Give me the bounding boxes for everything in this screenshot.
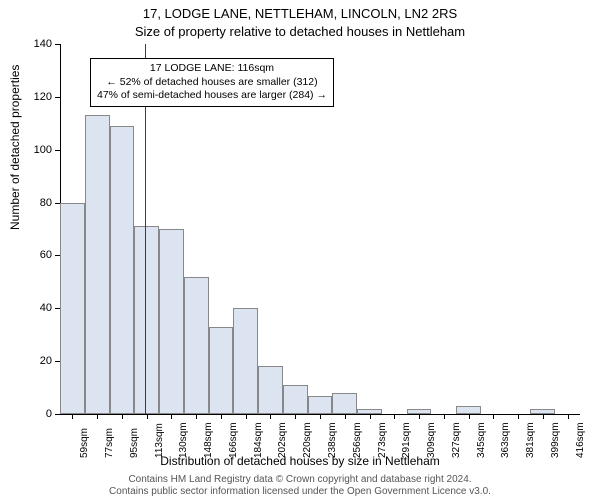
x-tick — [196, 414, 197, 419]
annotation-line: 17 LODGE LANE: 116sqm — [97, 62, 327, 76]
x-tick-label: 166sqm — [228, 422, 239, 458]
x-tick-label: 327sqm — [451, 422, 462, 458]
plot-area: 02040608010012014059sqm77sqm95sqm113sqm1… — [60, 44, 580, 414]
x-tick-label: 273sqm — [377, 422, 388, 458]
x-tick — [370, 414, 371, 419]
histogram-bar — [134, 226, 159, 414]
x-tick — [246, 414, 247, 419]
y-tick-label: 100 — [34, 144, 52, 156]
annotation-line: ← 52% of detached houses are smaller (31… — [97, 76, 327, 90]
histogram-bar — [456, 406, 481, 414]
histogram-bar — [184, 277, 209, 414]
histogram-bar — [85, 115, 110, 414]
x-tick — [345, 414, 346, 419]
footer-attribution: Contains HM Land Registry data © Crown c… — [0, 474, 600, 498]
x-axis-label: Distribution of detached houses by size … — [0, 454, 600, 468]
x-tick-label: 130sqm — [178, 422, 189, 458]
x-tick-label: 345sqm — [476, 422, 487, 458]
y-tick-label: 40 — [40, 302, 52, 314]
annotation-box: 17 LODGE LANE: 116sqm← 52% of detached h… — [90, 58, 334, 107]
x-tick-label: 202sqm — [277, 422, 288, 458]
x-tick — [97, 414, 98, 419]
histogram-bar — [110, 126, 135, 414]
x-tick — [493, 414, 494, 419]
chart-subtitle: Size of property relative to detached ho… — [0, 24, 600, 39]
x-tick-label: 256sqm — [352, 422, 363, 458]
x-tick — [72, 414, 73, 419]
y-axis-label: Number of detached properties — [8, 65, 22, 230]
histogram-bar — [233, 308, 258, 414]
chart-title: 17, LODGE LANE, NETTLEHAM, LINCOLN, LN2 … — [0, 6, 600, 21]
x-tick-label: 220sqm — [302, 422, 313, 458]
x-tick-label: 399sqm — [550, 422, 561, 458]
x-tick — [394, 414, 395, 419]
y-tick-label: 140 — [34, 38, 52, 50]
y-tick-label: 80 — [40, 197, 52, 209]
x-tick-label: 238sqm — [327, 422, 338, 458]
histogram-bar — [258, 366, 283, 414]
x-tick-label: 381sqm — [525, 422, 536, 458]
chart-container: 17, LODGE LANE, NETTLEHAM, LINCOLN, LN2 … — [0, 0, 600, 500]
y-tick — [55, 150, 60, 151]
x-tick — [147, 414, 148, 419]
x-tick — [469, 414, 470, 419]
x-tick — [444, 414, 445, 419]
y-tick-label: 60 — [40, 249, 52, 261]
x-tick — [221, 414, 222, 419]
y-tick — [55, 97, 60, 98]
x-tick-label: 113sqm — [154, 423, 165, 458]
x-tick-label: 148sqm — [203, 422, 214, 458]
footer-line: Contains public sector information licen… — [0, 486, 600, 498]
y-tick — [55, 414, 60, 415]
histogram-bar — [159, 229, 184, 414]
x-tick — [543, 414, 544, 419]
y-tick-label: 120 — [34, 91, 52, 103]
x-tick-label: 184sqm — [253, 422, 264, 458]
y-tick-label: 20 — [40, 355, 52, 367]
x-tick — [568, 414, 569, 419]
histogram-bar — [209, 327, 234, 414]
histogram-bar — [283, 385, 308, 414]
x-tick — [295, 414, 296, 419]
x-tick — [320, 414, 321, 419]
x-tick-label: 309sqm — [426, 422, 437, 458]
y-tick-label: 0 — [46, 408, 52, 420]
x-tick — [419, 414, 420, 419]
x-tick — [270, 414, 271, 419]
x-tick — [122, 414, 123, 419]
histogram-bar — [60, 203, 85, 414]
histogram-bar — [308, 396, 333, 415]
footer-line: Contains HM Land Registry data © Crown c… — [0, 474, 600, 486]
histogram-bar — [332, 393, 357, 414]
x-tick-label: 291sqm — [401, 422, 412, 458]
x-tick-label: 363sqm — [500, 422, 511, 458]
annotation-line: 47% of semi-detached houses are larger (… — [97, 89, 327, 103]
x-tick-label: 416sqm — [575, 422, 586, 458]
x-tick — [171, 414, 172, 419]
y-tick — [55, 44, 60, 45]
x-tick — [518, 414, 519, 419]
